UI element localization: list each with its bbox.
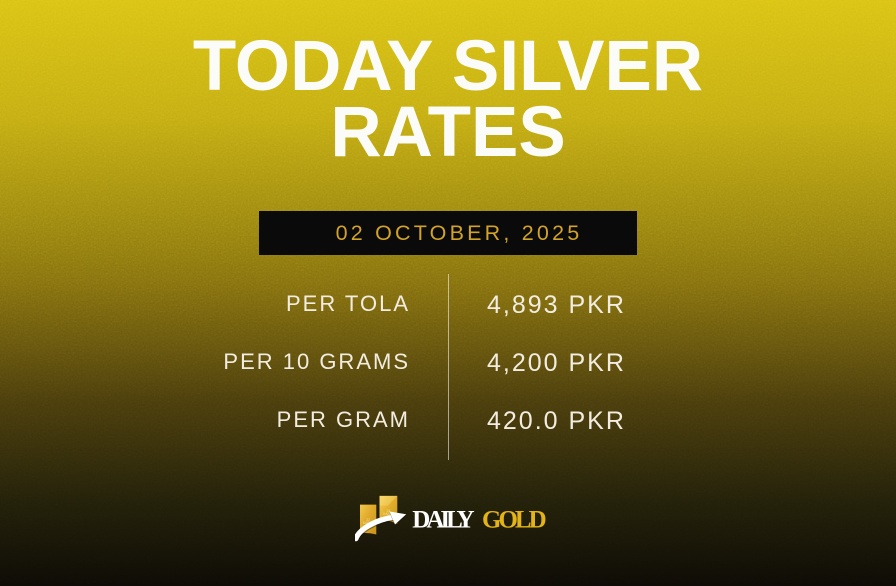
svg-text:GOLD: GOLD (482, 507, 546, 534)
svg-text:DAILY: DAILY (412, 507, 474, 534)
